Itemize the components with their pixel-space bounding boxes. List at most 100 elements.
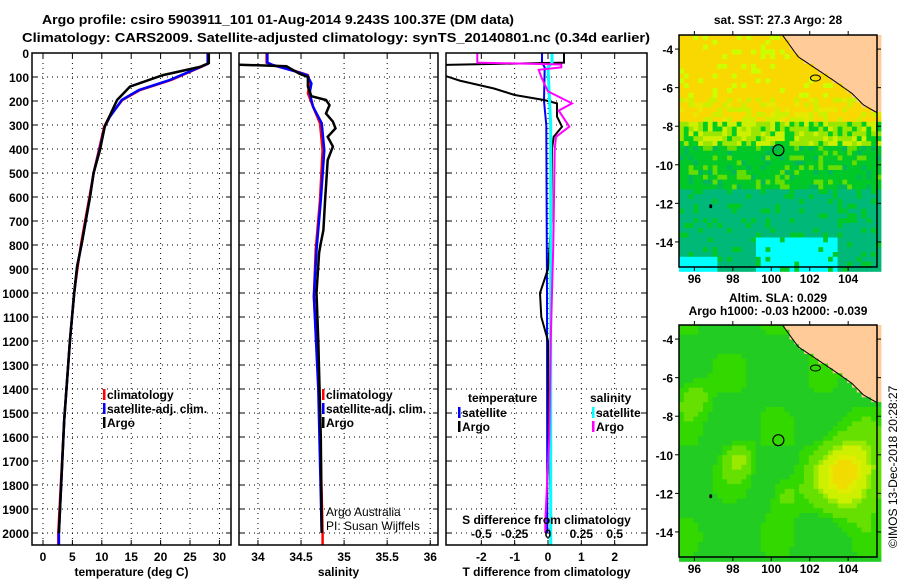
x-tick-label: 30 <box>213 550 227 564</box>
lon-tick-label: 96 <box>688 272 702 286</box>
depth-tick-label: 1700 <box>2 455 29 469</box>
argo-australia-credit: Argo Australia <box>326 505 401 519</box>
secondary-axis-label: S difference from climatology <box>462 513 631 527</box>
lon-tick-label: 104 <box>838 272 858 286</box>
x-tick-label: 0 <box>545 550 552 564</box>
legend-label: satellite-adj. clim. <box>107 402 207 416</box>
series-line-temperature-satellite <box>541 53 549 534</box>
lon-tick-label: 104 <box>838 562 858 576</box>
lat-tick-label: -4 <box>662 43 673 57</box>
x-tick-label: 36 <box>424 550 438 564</box>
argo-float-marker <box>772 434 785 447</box>
legend-label: Argo <box>462 420 490 434</box>
map-subtitle: Argo h1000: -0.03 h2000: -0.039 <box>689 304 868 318</box>
map-field-cells <box>679 325 882 562</box>
depth-tick-label: 800 <box>9 239 29 253</box>
secondary-tick-label: -0.25 <box>501 527 529 541</box>
legend-label: climatology <box>326 388 393 402</box>
x-tick-label: 35 <box>337 550 351 564</box>
depth-tick-label: 900 <box>9 263 29 277</box>
depth-tick-label: 0 <box>22 47 29 61</box>
x-tick-label: 15 <box>125 550 139 564</box>
profile-panels: 0100200300400500600700800900100011001200… <box>2 47 648 579</box>
profile-panel-1: 34 34.5 35 35.5 36 salinity climatologysatelli… <box>238 52 439 579</box>
legend-swatch <box>458 407 461 418</box>
map-sst: 96 98 100 102 104 -4 -6 -8 -10 -12 -14 sat. SST: 27… <box>656 13 882 286</box>
x-tick-label: 20 <box>154 550 168 564</box>
legend-swatch <box>458 421 461 432</box>
lat-tick-label: -14 <box>656 236 674 250</box>
lat-tick-label: -8 <box>662 410 673 424</box>
depth-tick-label: 1900 <box>2 503 29 517</box>
secondary-tick-label: 0.5 <box>606 527 623 541</box>
x-tick-label: 2 <box>611 550 618 564</box>
legend-swatch <box>103 417 106 428</box>
legend-label: satellite <box>596 406 641 420</box>
x-tick-label: 25 <box>183 550 197 564</box>
series-line-satellite-adj-clim- <box>57 53 209 545</box>
depth-tick-label: 700 <box>9 215 29 229</box>
legend-swatch <box>322 417 325 428</box>
map-panels: 96 98 100 102 104 -4 -6 -8 -10 -12 -14 sat. SST: 27… <box>656 13 882 576</box>
legend-group-title: salinity <box>590 391 632 405</box>
lon-tick-label: 100 <box>761 272 781 286</box>
coastline <box>782 35 878 114</box>
depth-tick-label: 1000 <box>2 287 29 301</box>
legend-label: satellite <box>462 406 507 420</box>
legend-label: Argo <box>107 416 135 430</box>
depth-tick-label: 2000 <box>2 527 29 541</box>
x-tick-label: -2 <box>476 550 487 564</box>
island-outline <box>709 204 713 209</box>
pi-credit: PI: Susan Wijffels <box>326 519 420 533</box>
legend-swatch <box>592 421 595 432</box>
secondary-tick-label: 0.25 <box>570 527 594 541</box>
map-field-cells <box>679 35 882 272</box>
legend-label: climatology <box>107 388 174 402</box>
lon-tick-label: 98 <box>726 562 740 576</box>
lat-tick-label: -10 <box>656 159 674 173</box>
depth-tick-label: 1200 <box>2 335 29 349</box>
x-tick-label: 1 <box>578 550 585 564</box>
legend-swatch <box>322 403 325 414</box>
lat-tick-label: -6 <box>662 372 673 386</box>
series-line-argo <box>57 53 211 534</box>
legend-swatch <box>103 389 106 400</box>
depth-tick-label: 200 <box>9 95 29 109</box>
island-outline <box>809 364 821 372</box>
series-line-argo <box>239 63 337 534</box>
lat-tick-label: -8 <box>662 120 673 134</box>
lon-tick-label: 100 <box>761 562 781 576</box>
map-sla: 96 98 100 102 104 -4 -6 -8 -10 -12 -14 Altim. SLA: … <box>656 291 882 576</box>
series-line-salinity-satellite <box>546 53 554 545</box>
x-tick-label: 0 <box>40 550 47 564</box>
map-frame <box>678 324 878 558</box>
depth-tick-label: 1100 <box>3 311 29 325</box>
depth-tick-label: 1600 <box>2 431 29 445</box>
legend-label: Argo <box>326 416 354 430</box>
x-axis-label: salinity <box>318 565 360 579</box>
x-tick-label: 10 <box>95 550 109 564</box>
lat-tick-label: -12 <box>656 487 674 501</box>
x-tick-label: -1 <box>509 550 520 564</box>
legend-group-title: temperature <box>468 391 538 405</box>
profile-panel-2: -2 -1 0 1 2T difference from climatology temp… <box>445 52 648 579</box>
x-tick-label: 5 <box>69 550 76 564</box>
depth-tick-label: 400 <box>9 143 29 157</box>
legend-swatch <box>592 407 595 418</box>
lon-tick-label: 96 <box>688 562 702 576</box>
depth-tick-label: 100 <box>9 71 29 85</box>
lon-tick-label: 98 <box>726 272 740 286</box>
lat-tick-label: -10 <box>656 449 674 463</box>
x-axis-label: temperature (deg C) <box>74 565 188 579</box>
x-axis-label: T difference from climatology <box>462 565 630 579</box>
depth-tick-label: 300 <box>9 119 29 133</box>
lon-tick-label: 102 <box>800 562 820 576</box>
island-outline <box>809 74 821 82</box>
panel-frame <box>238 52 439 546</box>
x-tick-label: 34 <box>251 550 265 564</box>
legend-label: Argo <box>596 420 624 434</box>
legend-swatch <box>103 403 106 414</box>
argo-float-marker <box>772 144 785 157</box>
lat-tick-label: -4 <box>662 333 673 347</box>
